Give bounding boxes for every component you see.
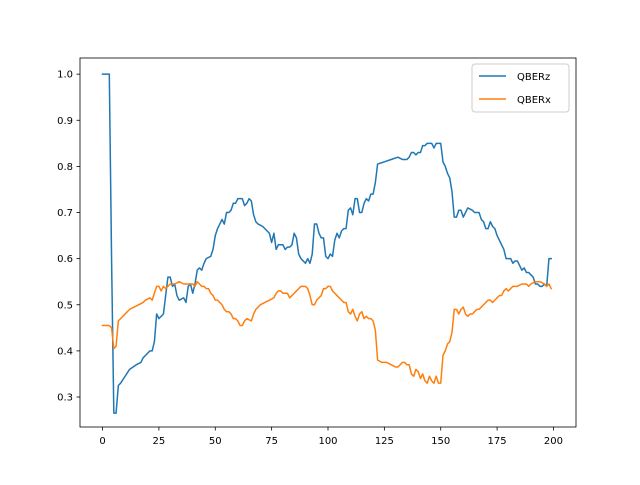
x-tick-label: 100 <box>318 436 337 447</box>
x-tick-label: 75 <box>265 436 278 447</box>
y-tick-label: 0.7 <box>57 208 73 219</box>
x-tick-label: 50 <box>209 436 222 447</box>
y-tick-label: 1.0 <box>57 70 73 81</box>
plot-frame <box>79 57 577 428</box>
y-axis-ticks: 0.3 0.4 0.5 0.6 0.7 0.8 0.9 1.0 <box>57 70 80 404</box>
legend-label-qberz: QBERz <box>517 72 550 83</box>
y-tick-label: 0.5 <box>57 300 73 311</box>
x-tick-label: 0 <box>99 436 105 447</box>
x-tick-label: 175 <box>488 436 507 447</box>
x-axis-ticks: 0 25 50 75 100 125 150 175 200 <box>99 427 563 447</box>
legend: QBERz QBERx <box>471 63 570 113</box>
legend-label-qberx: QBERx <box>517 95 551 106</box>
y-tick-label: 0.3 <box>57 393 73 404</box>
series-lines <box>101 73 553 414</box>
y-tick-label: 0.4 <box>57 346 73 357</box>
x-tick-label: 150 <box>431 436 450 447</box>
y-tick-label: 0.9 <box>57 116 73 127</box>
y-tick-label: 0.8 <box>57 162 73 173</box>
x-tick-label: 25 <box>153 436 166 447</box>
x-tick-label: 200 <box>544 436 563 447</box>
y-tick-label: 0.6 <box>57 254 73 265</box>
x-tick-label: 125 <box>375 436 394 447</box>
series-line-qberx <box>101 280 553 384</box>
